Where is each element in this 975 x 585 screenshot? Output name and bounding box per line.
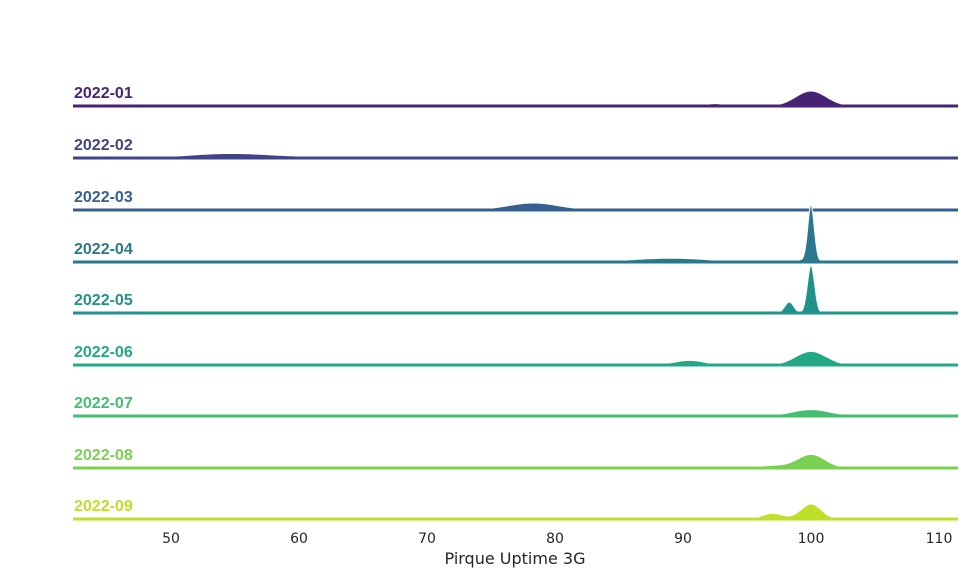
- ridge-rows: 2022-01 2022-02 2022-03 2022-04 2022-05 2022-…: [68, 85, 965, 521]
- row-label-2022-06: 2022-06: [74, 344, 133, 361]
- row-label-2022-07: 2022-07: [74, 395, 133, 412]
- density-area-2022-09: [68, 503, 965, 520]
- row-label-2022-04: 2022-04: [74, 241, 133, 258]
- row-label-2022-09: 2022-09: [74, 498, 133, 515]
- ridge-2022-02: 2022-02: [68, 137, 965, 160]
- density-area-2022-04: [68, 203, 965, 263]
- density-area-2022-08: [68, 453, 965, 469]
- ridge-2022-05: 2022-05: [68, 264, 965, 315]
- x-tick-label: 70: [418, 531, 436, 547]
- row-label-2022-05: 2022-05: [74, 292, 133, 309]
- ridge-2022-04: 2022-04: [68, 203, 965, 264]
- ridge-2022-08: 2022-08: [68, 447, 965, 470]
- ridge-2022-03: 2022-03: [68, 189, 965, 212]
- ridge-2022-06: 2022-06: [68, 344, 965, 367]
- row-label-2022-08: 2022-08: [74, 447, 133, 464]
- x-tick-label: 80: [546, 531, 564, 547]
- ridge-2022-07: 2022-07: [68, 395, 965, 418]
- x-tick-label: 110: [926, 531, 953, 547]
- x-axis-title: Pirque Uptime 3G: [445, 549, 586, 568]
- row-label-2022-02: 2022-02: [74, 137, 133, 154]
- x-tick-label: 50: [162, 531, 180, 547]
- x-axis: 50 60 70 80 90 100 110: [162, 531, 952, 547]
- density-area-2022-06: [68, 350, 965, 366]
- ridge-2022-09: 2022-09: [68, 498, 965, 521]
- x-tick-label: 90: [674, 531, 692, 547]
- ridge-2022-01: 2022-01: [68, 85, 965, 108]
- density-area-2022-05: [68, 264, 965, 314]
- row-label-2022-03: 2022-03: [74, 189, 133, 206]
- density-area-2022-01: [68, 90, 965, 107]
- row-label-2022-01: 2022-01: [74, 85, 133, 102]
- x-tick-label: 60: [290, 531, 308, 547]
- x-tick-label: 100: [798, 531, 825, 547]
